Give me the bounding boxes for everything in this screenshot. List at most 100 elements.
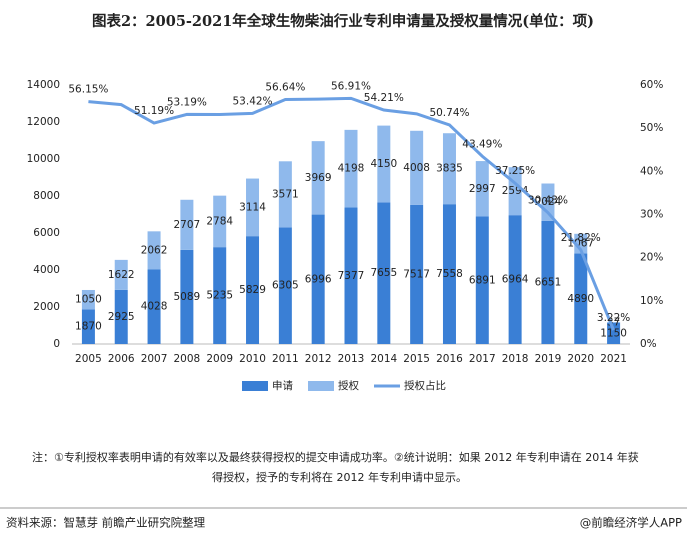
y-tick-label: 10000 [27,153,60,165]
line-label: 53.42% [233,95,273,107]
bar-label: 6651 [535,276,562,288]
x-tick-label: 2016 [436,353,463,365]
bar [442,204,456,344]
bar [81,289,95,310]
bar [147,231,161,270]
bar [377,125,391,203]
y-tick-label: 0 [53,338,60,350]
note: 注：①专利授权率表明申请的有效率以及最终获得授权的提交申请成功率。②统计说明：如… [32,450,639,464]
line-label: 21.82% [561,232,601,244]
x-tick-label: 2017 [469,353,496,365]
bar [442,133,456,205]
bar-label: 4890 [567,293,594,305]
bar [344,207,358,344]
bar [508,215,522,344]
x-tick-label: 2008 [174,353,201,365]
line-label: 54.21% [364,92,404,104]
y2-tick-label: 60% [640,79,663,91]
chart-title: 图表2：2005-2021年全球生物柴油行业专利申请量及授权量情况(单位：项) [92,12,594,30]
bar [410,204,424,344]
line-label: 43.49% [462,138,502,150]
bar-label: 1150 [600,327,627,339]
bar-label: 1050 [75,294,102,306]
bar-label: 6891 [469,274,496,286]
bar [410,130,424,205]
bar-label: 3835 [436,163,463,175]
bar-label: 4028 [141,301,168,313]
x-tick-label: 2021 [600,353,627,365]
line-label: 51.19% [134,105,174,117]
x-tick-label: 2010 [239,353,266,365]
bar [147,269,161,344]
bar [213,195,227,248]
bar [180,199,194,250]
x-tick-label: 2007 [141,353,168,365]
line [88,96,615,331]
y-tick-label: 6000 [33,227,60,239]
x-tick-label: 2018 [502,353,529,365]
x-tick-label: 2012 [305,353,332,365]
bar-label: 4150 [370,158,397,170]
bar-label: 2707 [174,219,201,231]
bar [278,227,292,344]
bar [574,253,588,344]
bar [475,161,489,217]
bar [475,216,489,344]
bar [344,129,358,208]
line-label: 50.74% [429,107,469,119]
y2-tick-label: 30% [640,209,663,221]
y-tick-label: 14000 [27,79,60,91]
bar-label: 4198 [338,163,365,175]
line-label: 56.64% [265,82,305,94]
bar-label: 5089 [174,291,201,303]
bar-label: 6964 [502,274,529,286]
bar-label: 7558 [436,268,463,280]
y-tick-label: 4000 [33,264,60,276]
legend-label: 申请 [272,379,293,392]
line-label: 56.91% [331,80,371,92]
bar [246,236,260,344]
brand: @前瞻经济学人APP [580,516,682,530]
line-label: 53.19% [167,96,207,108]
bar-label: 4008 [403,162,430,174]
bar-label: 2997 [469,183,496,195]
legend-label: 授权占比 [404,379,446,392]
bar-label: 7377 [338,270,365,282]
x-tick-label: 2005 [75,353,102,365]
bar [607,322,621,344]
y-tick-label: 2000 [33,301,60,313]
bar [81,309,95,344]
bar [311,214,325,344]
x-tick-label: 2014 [370,353,397,365]
bar [213,247,227,344]
y2-tick-label: 0% [640,338,657,350]
line-label: 37.25% [495,165,535,177]
bar [574,233,588,254]
x-tick-label: 2011 [272,353,299,365]
legend-label: 授权 [338,379,359,392]
x-tick-label: 2019 [535,353,562,365]
bar [278,161,292,228]
y-tick-label: 8000 [33,190,60,202]
legend-swatch [308,381,334,391]
source: 资料来源：智慧芽 前瞻产业研究院整理 [6,516,206,530]
y2-tick-label: 50% [640,122,663,134]
x-tick-label: 2013 [338,353,365,365]
bar-label: 5829 [239,284,266,296]
bar-label: 6305 [272,280,299,292]
y2-tick-label: 20% [640,252,663,264]
bar-label: 7655 [370,267,397,279]
x-tick-label: 2009 [206,353,233,365]
y2-tick-label: 10% [640,295,663,307]
bar-label: 7517 [403,268,430,280]
bar-label: 6996 [305,273,332,285]
bar-label: 5235 [206,290,233,302]
bar-label: 1622 [108,269,135,281]
y-tick-label: 12000 [27,116,60,128]
line-label: 3.22% [597,312,630,324]
line-label: 30.43% [528,195,568,207]
bar-label: 2062 [141,244,168,256]
bar-label: 3969 [305,172,332,184]
bar-label: 2784 [206,215,233,227]
